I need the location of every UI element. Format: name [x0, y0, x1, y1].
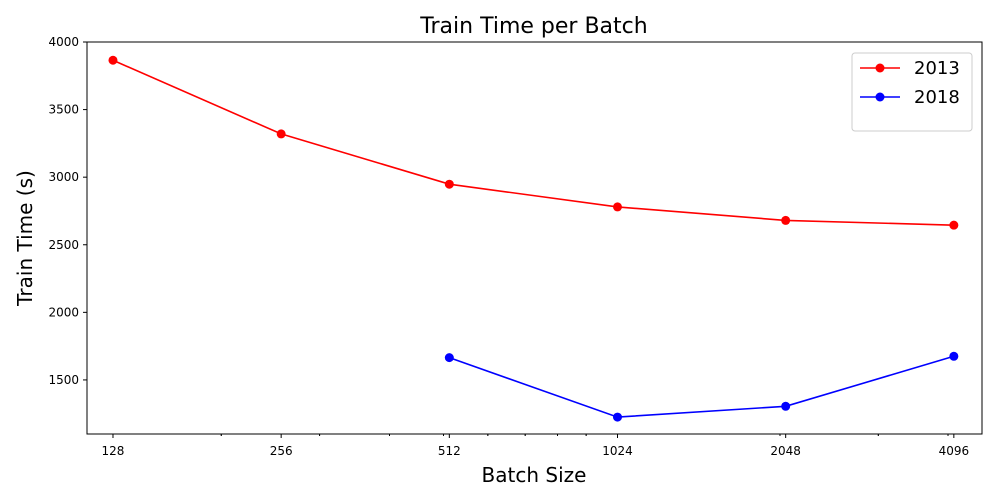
y-tick-label: 3000	[48, 170, 79, 184]
data-point-2013-2048	[781, 215, 791, 225]
y-tick-label: 2000	[48, 305, 79, 319]
data-point-2013-512	[444, 179, 454, 189]
data-point-2013-256	[276, 129, 286, 139]
plot-area: 1500 2000 2500 3000 3500 4000 128 256 512 1024 204…	[48, 35, 983, 458]
data-point-2013-1024	[613, 202, 623, 212]
x-tick-label: 4096	[939, 444, 970, 458]
data-point-2013-4096	[949, 220, 959, 230]
legend-box	[851, 52, 973, 132]
series-line-2018	[449, 355, 955, 418]
y-tick-label: 4000	[48, 35, 79, 49]
y-tick-label: 3500	[48, 103, 79, 117]
x-axis-label: Batch Size	[482, 463, 587, 487]
x-tick-label: 128	[102, 444, 125, 458]
series-line-2013	[112, 59, 954, 226]
x-tick-label: 512	[438, 444, 461, 458]
legend: 2013 2018	[851, 52, 973, 132]
axes-frame	[86, 41, 983, 435]
y-tick-label: 2500	[48, 238, 79, 252]
chart-title: Train Time per Batch	[419, 14, 647, 39]
legend-label-2018: 2018	[914, 87, 960, 108]
x-tick-label: 2048	[770, 444, 801, 458]
data-point-2018-4096	[949, 351, 959, 361]
x-tick-label: 256	[270, 444, 293, 458]
data-point-2013-128	[108, 55, 118, 65]
legend-marker-2018	[875, 92, 885, 102]
y-tick-label: 1500	[48, 373, 79, 387]
y-axis-label: Train Time (s)	[13, 170, 37, 307]
data-point-2018-512	[444, 353, 454, 363]
legend-label-2013: 2013	[914, 58, 960, 79]
legend-marker-2013	[875, 63, 885, 73]
x-tick-label: 1024	[602, 444, 633, 458]
data-point-2018-1024	[613, 412, 623, 422]
data-point-2018-2048	[781, 401, 791, 411]
